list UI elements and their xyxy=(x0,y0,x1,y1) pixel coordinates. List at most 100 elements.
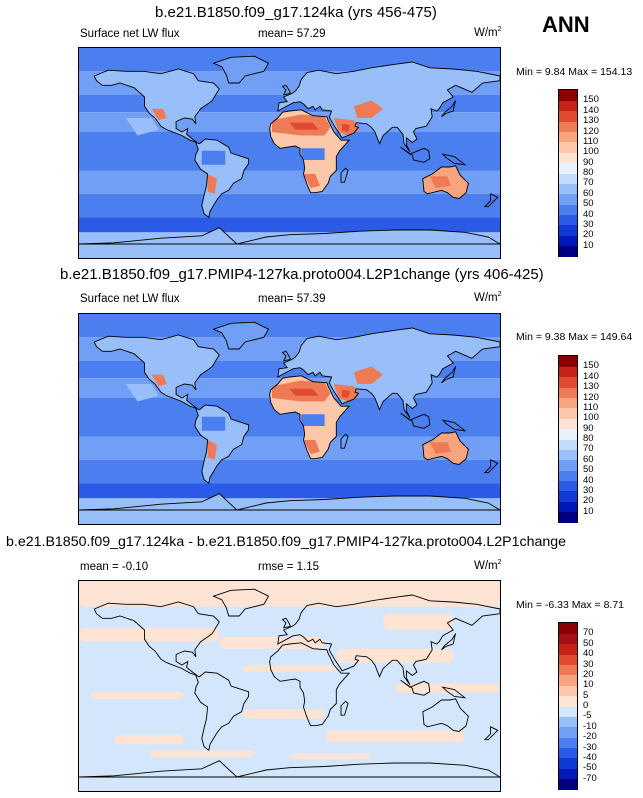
field-latitude-band xyxy=(79,170,500,194)
coastline-great-britain xyxy=(281,84,292,96)
colorbar-tick-label: -30 xyxy=(583,741,597,753)
colorbar-tick-label: 140 xyxy=(583,370,599,382)
colorbar-tick-label: -70 xyxy=(583,772,597,784)
colorbar-tick-label: 100 xyxy=(583,412,599,424)
colorbar-cell xyxy=(559,501,577,513)
field-positive-patch xyxy=(289,753,372,760)
panel3-rmse-label: rmse = xyxy=(258,561,294,573)
field-hottest-region xyxy=(342,389,351,398)
panel1-title: b.e21.B1850.f09_g17.124ka (yrs 456-475) xyxy=(155,4,437,21)
field-stratocumulus-region xyxy=(125,384,159,402)
colorbar-tick-label: 140 xyxy=(583,104,599,116)
field-positive-patch xyxy=(383,613,454,630)
colorbar-tick-label: 10 xyxy=(583,505,594,517)
colorbar-tick-label: 50 xyxy=(583,637,594,649)
panel3-units-exp: 2 xyxy=(497,559,502,566)
colorbar-tick-label: 150 xyxy=(583,360,599,372)
colorbar-tick-label: 70 xyxy=(583,177,594,189)
panel3-mean-value: -0.10 xyxy=(121,561,149,573)
field-positive-patch xyxy=(336,648,454,663)
colorbar-cell xyxy=(559,366,577,378)
coastline-north-america xyxy=(93,601,220,676)
field-cloudy-region xyxy=(301,414,325,426)
colorbar-cell xyxy=(559,407,577,419)
panel1-variable: Surface net LW flux xyxy=(80,28,180,40)
colorbar-tick-label: 40 xyxy=(583,208,594,220)
field-positive-patch xyxy=(114,735,185,745)
field-cloudy-region xyxy=(201,416,226,431)
colorbar-cell xyxy=(559,654,577,665)
field-hottest-region xyxy=(289,388,319,396)
coastline-madagascar xyxy=(340,433,349,449)
colorbar-tick-label: 60 xyxy=(583,187,594,199)
field-hot-region xyxy=(353,100,384,118)
field-hot-region xyxy=(151,108,167,121)
map-svg xyxy=(79,48,500,258)
coastline-antarctica xyxy=(79,760,500,778)
colorbar-cell xyxy=(559,224,577,236)
field-positive-patch xyxy=(90,691,185,699)
panel3-title: b.e21.B1850.f09_g17.124ka - b.e21.B1850.… xyxy=(6,534,567,550)
panel1-max-label: Max = xyxy=(568,66,598,78)
coastline-new-zealand xyxy=(483,193,499,208)
field-positive-patch xyxy=(324,730,465,742)
colorbar-cell xyxy=(559,664,577,676)
colorbar-cell xyxy=(559,173,577,184)
colorbar-cell xyxy=(559,193,577,205)
colorbar-tick-label: 30 xyxy=(583,658,594,670)
field-cloudy-region xyxy=(406,413,465,429)
colorbar-tick-label: 50 xyxy=(583,464,594,476)
coastline-australia xyxy=(422,431,469,465)
colorbar-cell xyxy=(559,778,577,790)
field-hot-region xyxy=(303,440,320,454)
field-hottest-region xyxy=(289,122,319,130)
field-latitude-band xyxy=(79,483,500,499)
colorbar-tick-label: 130 xyxy=(583,115,599,127)
coastline-great-britain xyxy=(281,350,292,362)
field-cloudy-region xyxy=(201,150,226,165)
field-positive-patch xyxy=(79,627,220,642)
coastline-greenland xyxy=(212,55,270,84)
panel3-mean: mean = -0.10 xyxy=(80,561,148,573)
panel3-rmse-value: 1.15 xyxy=(296,561,320,573)
panel1-minmax: Min = 9.84 Max = 154.13 xyxy=(516,66,632,78)
panel3-min-label: Min = xyxy=(516,599,542,611)
panel1-max-value: 154.13 xyxy=(600,66,633,78)
panel2-units-base: W/m xyxy=(474,291,498,304)
panel3-units-base: W/m xyxy=(474,559,498,572)
panel3-mean-label: mean = xyxy=(80,561,119,573)
field-latitude-band xyxy=(79,217,500,233)
coastline-africa xyxy=(269,642,351,727)
panel2-min-value: 9.38 xyxy=(544,331,566,343)
colorbar-tick-label: 80 xyxy=(583,167,594,178)
colorbar-cell xyxy=(559,204,577,215)
coastline-greenland xyxy=(212,588,270,617)
panel1-mean: mean= 57.29 xyxy=(258,28,325,40)
field-positive-patch xyxy=(79,581,500,607)
colorbar-cell xyxy=(559,90,577,101)
coastline-eurasia xyxy=(277,61,500,153)
colorbar-tick-label: 30 xyxy=(583,218,594,230)
colorbar-tick-label: 20 xyxy=(583,668,594,680)
panel3-min-value: -6.33 xyxy=(544,599,569,611)
colorbar-cell xyxy=(559,183,577,195)
coastline-north-america xyxy=(93,334,220,409)
field-positive-patch xyxy=(219,637,325,649)
coastline-new-guinea xyxy=(441,686,467,699)
colorbar-cell xyxy=(559,428,577,440)
coastline-japan xyxy=(441,633,457,651)
panel3-colorbar: -70 -50 -40 -30 -20 -10 -5 0 5 10 20 30 40 50 70 xyxy=(558,622,597,790)
colorbar-tick-label: 50 xyxy=(583,198,594,210)
panel1-colorbar: 10 20 30 40 50 60 70 80 90 100 110 120 130 140 150 xyxy=(558,89,599,257)
colorbar-cell xyxy=(559,695,577,707)
colorbar-tick-label: 10 xyxy=(583,679,594,691)
coastline-madagascar xyxy=(340,167,349,183)
colorbar-cell xyxy=(559,141,577,153)
coastline-great-britain xyxy=(281,617,292,629)
coastline-south-america xyxy=(194,138,250,218)
colorbar-cell xyxy=(559,480,577,492)
field-latitude-band xyxy=(79,193,500,218)
coastline-antarctica xyxy=(79,493,500,511)
coastline-south-america xyxy=(194,671,250,751)
colorbar-cell xyxy=(559,706,577,717)
